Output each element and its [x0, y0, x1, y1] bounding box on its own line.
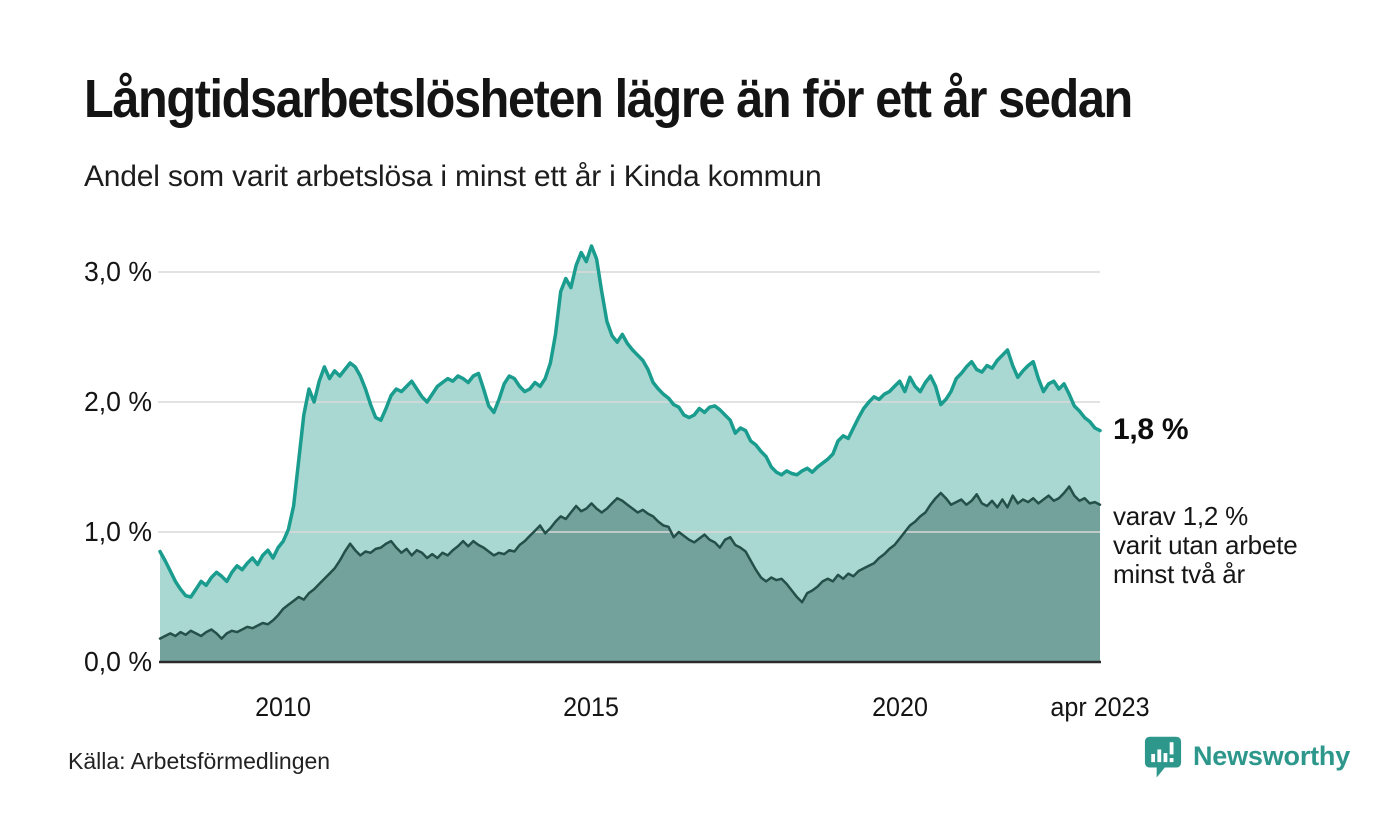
newsworthy-bubble-icon [1144, 736, 1182, 778]
y-tick-2: 2,0 % [83, 386, 152, 417]
source-credit: Källa: Arbetsförmedlingen [68, 748, 331, 774]
series-unemployed-2yr-line [158, 485, 1102, 640]
secondary-value-line2: varit utan arbete [1113, 529, 1298, 560]
y-tick-1: 1,0 % [83, 516, 152, 547]
secondary-value-line1: varav 1,2 % [1113, 500, 1249, 531]
y-tick-0: 0,0 % [83, 646, 152, 677]
y-tick-3: 3,0 % [83, 256, 152, 287]
series-unemployed-1yr-line [158, 244, 1102, 599]
page-title: Långtidsarbetslösheten lägre än för ett … [84, 69, 1133, 129]
bar-chart-glyph [1151, 742, 1174, 763]
x-tick-apr-2023: apr 2023 [1050, 692, 1150, 722]
x-tick-2010: 2010 [255, 692, 312, 722]
x-tick-2020: 2020 [871, 692, 928, 722]
secondary-value-label: varav 1,2 % varit utan arbete minst två … [1113, 500, 1298, 589]
page-subtitle: Andel som varit arbetslösa i minst ett å… [84, 160, 822, 193]
x-tick-2015: 2015 [563, 692, 620, 722]
brand-wordmark: Newsworthy [1193, 741, 1351, 771]
latest-value-label: 1,8 % [1113, 412, 1189, 446]
series-unemployed-2yr-area [160, 486, 1100, 662]
secondary-value-line3: minst två år [1113, 558, 1245, 589]
newsworthy-logo: Newsworthy [1143, 735, 1350, 782]
